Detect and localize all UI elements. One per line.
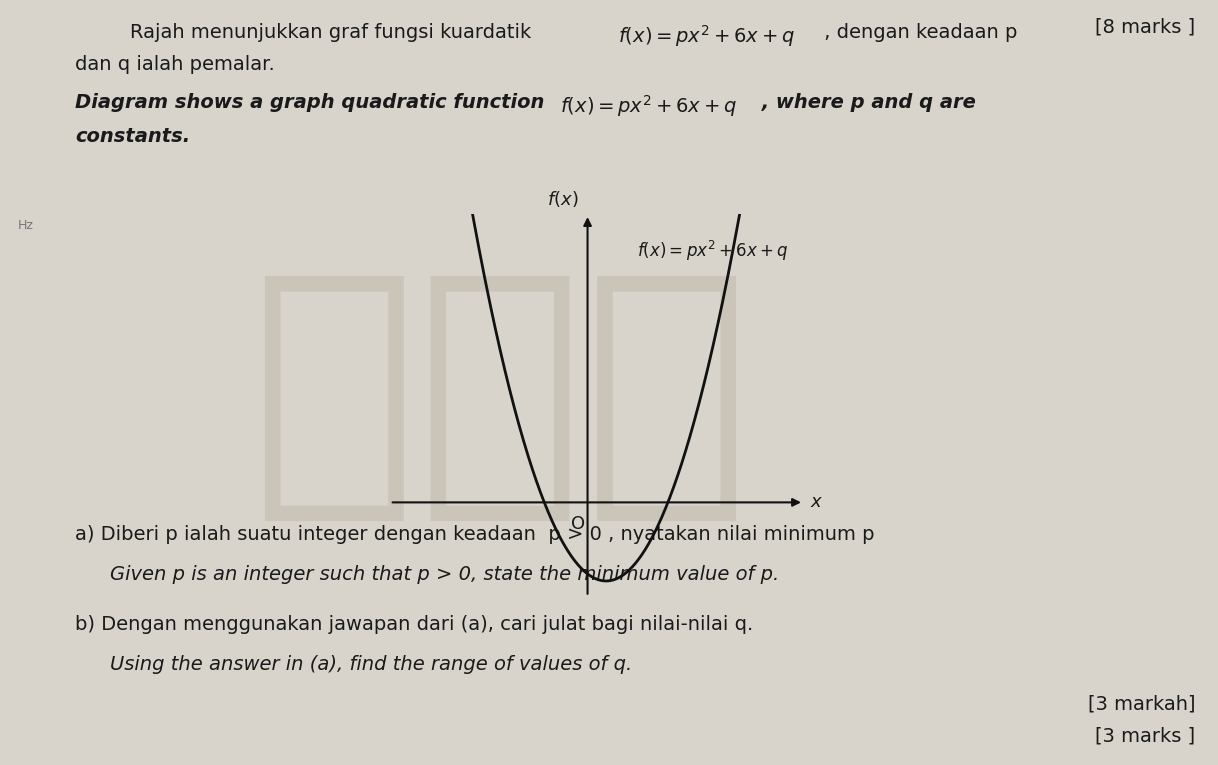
Text: Diagram shows a graph quadratic function: Diagram shows a graph quadratic function <box>76 93 551 112</box>
Text: a) Diberi p ialah suatu integer dengan keadaan  p > 0 , nyatakan nilai minimum p: a) Diberi p ialah suatu integer dengan k… <box>76 525 875 544</box>
Text: [8 marks ]: [8 marks ] <box>1095 17 1195 36</box>
Text: Hz: Hz <box>18 219 34 232</box>
Text: $x$: $x$ <box>810 493 823 511</box>
Text: Given p is an integer such that p > 0, state the minimum value of p.: Given p is an integer such that p > 0, s… <box>110 565 780 584</box>
Text: [3 markah]: [3 markah] <box>1088 695 1195 714</box>
Text: Rajah menunjukkan graf fungsi kuardatik: Rajah menunjukkan graf fungsi kuardatik <box>130 23 537 42</box>
Text: $f(x) = px^2 + 6x + q$: $f(x) = px^2 + 6x + q$ <box>618 23 795 49</box>
Text: , where p and q are: , where p and q are <box>755 93 976 112</box>
Text: $f(x) = px^2 + 6x + q$: $f(x) = px^2 + 6x + q$ <box>560 93 737 119</box>
Text: Using the answer in (a), find the range of values of q.: Using the answer in (a), find the range … <box>110 655 632 674</box>
Text: $f(x) = px^2 + 6x + q$: $f(x) = px^2 + 6x + q$ <box>637 239 788 263</box>
Text: O: O <box>571 516 586 533</box>
Text: dan q ialah pemalar.: dan q ialah pemalar. <box>76 55 275 74</box>
Text: $f(x)$: $f(x)$ <box>547 189 579 209</box>
Text: constants.: constants. <box>76 127 190 146</box>
Text: b) Dengan menggunakan jawapan dari (a), cari julat bagi nilai-nilai q.: b) Dengan menggunakan jawapan dari (a), … <box>76 615 753 634</box>
Text: 劳教版: 劳教版 <box>250 260 750 530</box>
Text: [3 marks ]: [3 marks ] <box>1095 727 1195 746</box>
Text: , dengan keadaan p: , dengan keadaan p <box>818 23 1017 42</box>
